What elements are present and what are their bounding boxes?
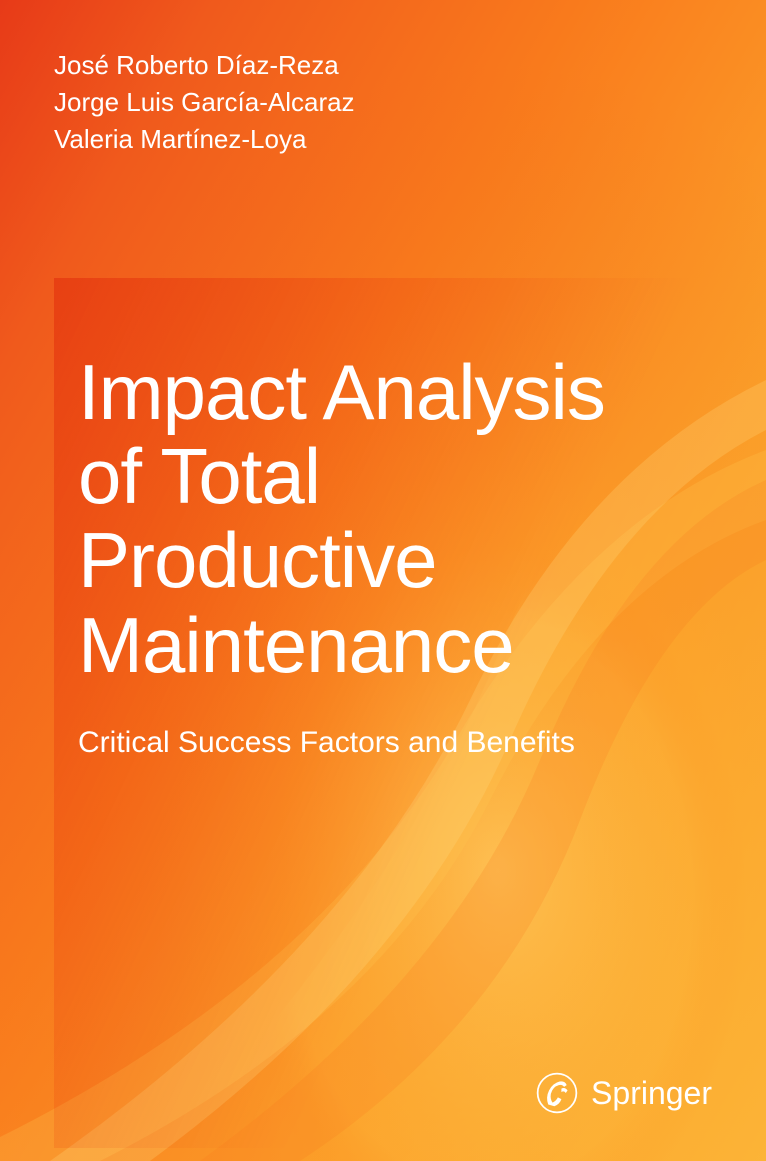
book-title: Impact Analysis of Total Productive Main…: [78, 350, 605, 687]
title-line: Productive: [78, 518, 605, 602]
author-name: José Roberto Díaz-Reza: [54, 48, 355, 83]
title-line: of Total: [78, 434, 605, 518]
title-line: Impact Analysis: [78, 350, 605, 434]
author-name: Valeria Martínez-Loya: [54, 122, 355, 157]
springer-horse-icon: [535, 1071, 579, 1115]
title-line: Maintenance: [78, 603, 605, 687]
publisher-name: Springer: [591, 1075, 712, 1112]
author-name: Jorge Luis García-Alcaraz: [54, 85, 355, 120]
publisher-block: Springer: [535, 1071, 712, 1115]
author-list: José Roberto Díaz-Reza Jorge Luis García…: [54, 48, 355, 159]
book-subtitle: Critical Success Factors and Benefits: [78, 726, 575, 760]
